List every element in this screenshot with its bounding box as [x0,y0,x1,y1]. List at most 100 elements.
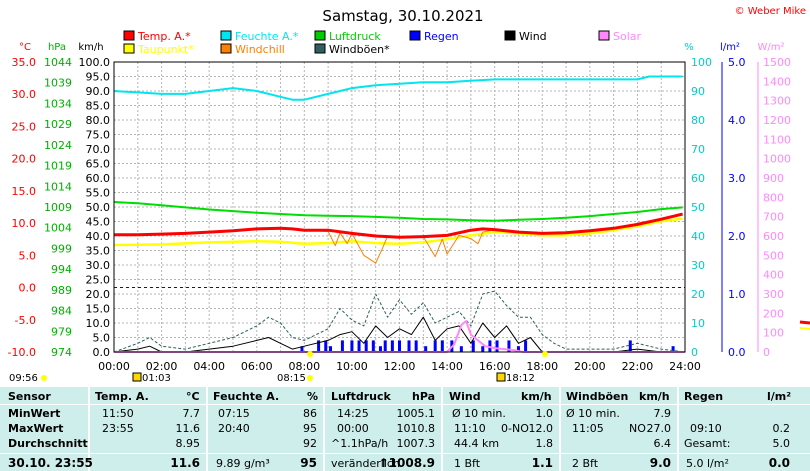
header-gust: Windböen [566,390,629,403]
temp-max-value: 11.6 [175,422,201,435]
humidity-tick-label: 10 [691,317,705,330]
temp-tick-label: 10.0 [12,217,37,230]
rain-bar [378,346,382,352]
temp-tick-label: 20.0 [12,153,37,166]
gust-min-time: Ø 10 min. [566,407,620,420]
table-divider [323,387,325,471]
temp-avg-value: 8.95 [175,437,201,450]
rain-tick-label: 3.0 [728,172,746,185]
header-humidity-unit: % [307,390,319,403]
time-tick-label: 00:00 [98,360,130,373]
wind-tick-label: 70.0 [86,143,111,156]
header-pressure-unit: hPa [412,390,436,403]
pressure-tick-label: 1019 [44,160,72,173]
hum-current-value: 95 [300,456,317,470]
rain-tick-label: 4.0 [728,114,746,127]
legend-label: Luftdruck [329,30,381,43]
row-label: MinWert [8,407,61,420]
humidity-tick-label: 100 [691,56,712,69]
header-rain-unit: l/m² [767,390,792,403]
axes-layer: 35.030.025.020.015.010.05.00.0-5.0-10.01… [8,56,810,373]
rain-bar [390,340,394,352]
table-divider [88,387,90,471]
solar-tick-label: 0 [763,346,770,359]
pressure-line [113,201,683,222]
solar-tick-label: 300 [763,288,784,301]
wind-tick-label: 35.0 [86,245,111,258]
pressure-tick-label: 1004 [44,222,72,235]
grid-lines [113,61,686,353]
rain-bar [524,340,528,352]
legend-swatch [220,30,232,41]
statistics-table: Sensor Temp. A. °C Feuchte A. % Luftdruc… [0,387,810,471]
rain-bar [340,340,344,352]
wind-min-time: Ø 10 min. [452,407,506,420]
copyright-text: © Weber Mike [735,6,806,17]
wind-tick-label: 20.0 [86,288,111,301]
humidity-line [113,75,683,101]
header-sensor: Sensor [8,390,51,403]
header-temp-unit: °C [186,390,200,403]
humidity-tick-label: 50 [691,201,705,214]
solar-tick-label: 1500 [763,56,791,69]
chart-legend: Temp. A.* Feuchte A.* Luftdruck Regen Wind So… [123,30,642,56]
time-tick-label: 24:00 [669,360,701,373]
legend-label: Regen [424,30,459,43]
wind-tick-label: 95.0 [86,71,111,84]
rain-total-value: 5.0 [772,437,791,450]
pressure-tick-label: 974 [51,346,72,359]
temp-min-value: 7.7 [182,407,201,420]
legend-label: Solar [613,30,642,43]
hum-min-value: 86 [303,407,317,420]
rain-bar [481,346,485,352]
press-current-value: ↑1008.9 [378,456,435,470]
rain-bar [471,340,475,352]
wind-tick-label: 50.0 [86,201,111,214]
temp-current-value: 11.6 [170,456,200,470]
legend-swatch [123,30,135,41]
wind-tick-label: 10.0 [86,317,111,330]
series-layer [113,75,686,353]
table-divider [0,453,810,454]
rain-bar [459,346,463,352]
sun-icon [41,375,47,381]
row-label: MaxWert [8,422,64,435]
rain-max-value: 0.2 [772,422,791,435]
time-tick-label: 20:00 [574,360,606,373]
table-divider [206,387,208,471]
rain-bar [516,346,520,352]
rain-total-label: Gesamt: [684,437,731,450]
chart-title: Samstag, 30.10.2021 [322,7,483,25]
temp-tick-label: 25.0 [12,120,37,133]
legend-swatch [409,30,421,41]
current-timestamp: 30.10. 23:55 [8,456,93,470]
rain-bar [300,346,304,352]
press-min-time: 14:25 [337,407,369,420]
abs-humidity: 9.89 g/m³ [216,457,270,470]
legend-swatch [220,43,232,54]
time-tick-label: 16:00 [479,360,511,373]
humidity-tick-label: 90 [691,85,705,98]
gust-max-time: 11:05 [572,422,604,435]
axis-units: °C hPa km/h% l/m² W/m² [19,42,785,53]
temperature-line [114,212,683,239]
wind-tick-label: 90.0 [86,85,111,98]
rain-bar [507,340,511,352]
header-gust-unit: km/h [639,390,670,403]
dewpoint-line [113,217,683,247]
solar-tick-label: 700 [763,211,784,224]
wind-distance: 44.4 km [454,437,500,450]
rain-tick-label: 1.0 [728,288,746,301]
rain-bar [671,346,675,352]
time-tick-label: 04:00 [193,360,225,373]
rain-bar [414,340,418,352]
time-tick-label: 10:00 [336,360,368,373]
sunset-axis-icon [542,351,548,357]
humidity-tick-label: 30 [691,259,705,272]
rain-bar [407,340,411,352]
rain-total-today: 5.0 l/m² [686,457,729,470]
header-pressure: Luftdruck [331,390,391,403]
humidity-tick-label: 0 [691,346,698,359]
rain-bar [317,340,321,352]
rain-bar [383,340,387,352]
